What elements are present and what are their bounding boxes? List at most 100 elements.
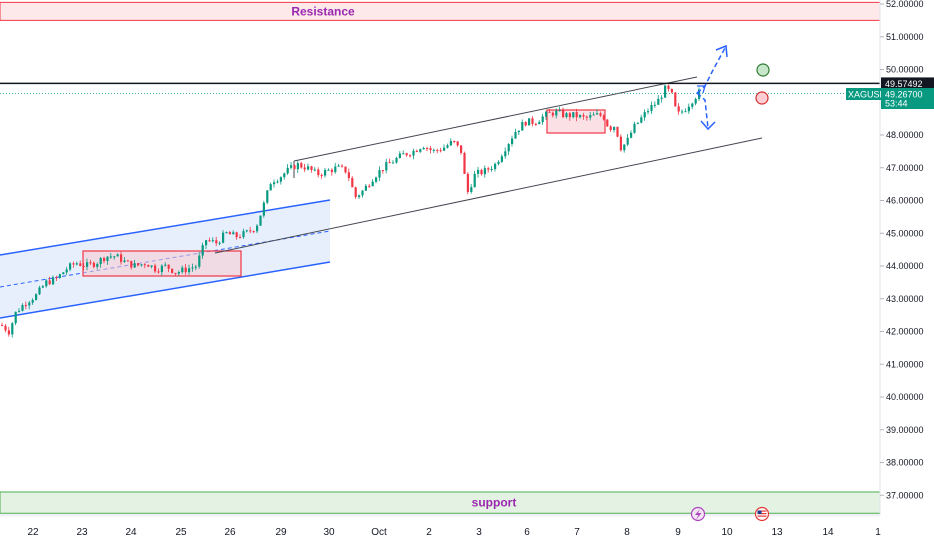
candle-body xyxy=(592,114,595,116)
candle-body xyxy=(337,165,340,167)
time-tick-label: 22 xyxy=(27,527,39,538)
price-axis[interactable]: 52.00000 51.00000 50.00000 48.00000 47.00000… xyxy=(880,0,924,500)
candle-body xyxy=(58,274,61,278)
candle-body xyxy=(534,123,537,125)
candle-body xyxy=(647,111,650,113)
candle-body xyxy=(1,324,4,326)
candle-body xyxy=(691,103,694,107)
time-axis[interactable]: 22 23 24 25 26 29 30 Oct 2 3 6 7 8 9 10 13 14 1 xyxy=(27,527,881,538)
candle-body xyxy=(324,169,327,176)
time-tick-label: 7 xyxy=(574,527,580,538)
candle-body xyxy=(490,169,493,171)
candle-body xyxy=(640,117,643,123)
candle-body xyxy=(409,155,412,157)
price-tick-label: 47.00000 xyxy=(886,163,924,173)
candle-body xyxy=(177,272,180,274)
candle-body xyxy=(256,225,259,232)
bar-countdown: 53:44 xyxy=(885,99,908,109)
bullish-arrow xyxy=(696,47,726,94)
candle-body xyxy=(259,215,262,226)
price-tick-label: 50.00000 xyxy=(886,65,924,75)
candle-body xyxy=(48,280,51,285)
candle-body xyxy=(568,113,571,118)
candle-body xyxy=(215,240,218,244)
candle-body xyxy=(402,153,405,155)
time-tick-label: 23 xyxy=(76,527,88,538)
candle-body xyxy=(242,231,245,238)
candle-body xyxy=(296,163,299,170)
candle-body xyxy=(548,111,551,113)
candle-body xyxy=(674,92,677,107)
candle-body xyxy=(211,240,214,242)
candle-body xyxy=(99,258,102,264)
candle-body xyxy=(517,130,520,133)
candle-body xyxy=(188,268,191,273)
blue-channel-upper xyxy=(0,199,331,256)
candle-body xyxy=(681,111,684,113)
support-zone xyxy=(0,491,881,514)
candle-body xyxy=(225,232,228,234)
candle-body xyxy=(273,182,276,185)
candle-body xyxy=(266,190,269,203)
key-level-tag xyxy=(881,77,934,90)
candle-body xyxy=(558,110,561,112)
time-tick-label: 8 xyxy=(624,527,630,538)
candles-group xyxy=(1,84,701,338)
candle-body xyxy=(143,264,146,266)
candle-body xyxy=(24,305,27,307)
candle-body xyxy=(460,145,463,153)
candle-body xyxy=(643,112,646,118)
candle-body xyxy=(660,97,663,99)
candle-body xyxy=(55,277,58,279)
candle-body xyxy=(320,175,323,177)
time-tick-label: 1 xyxy=(875,527,881,538)
candle-body xyxy=(245,230,248,232)
price-tick-label: 48.00000 xyxy=(886,130,924,140)
candle-body xyxy=(113,256,116,258)
candle-body xyxy=(555,110,558,116)
bearish-arrow xyxy=(696,92,709,129)
time-tick-label: 25 xyxy=(175,527,187,538)
candle-body xyxy=(541,116,544,123)
small-arrow-head xyxy=(697,85,706,94)
candle-body xyxy=(453,140,456,142)
last-price-tag xyxy=(881,88,934,109)
candle-body xyxy=(684,111,687,113)
candle-body xyxy=(388,162,391,164)
candle-body xyxy=(487,168,490,170)
candle-body xyxy=(653,104,656,106)
candle-body xyxy=(130,260,133,268)
candle-body xyxy=(371,181,374,187)
candle-body xyxy=(500,156,503,162)
price-tick-label: 37.00000 xyxy=(886,490,924,500)
candle-body xyxy=(198,255,201,267)
candle-body xyxy=(103,258,106,262)
candle-body xyxy=(35,294,38,300)
price-tick-label: 43.00000 xyxy=(886,294,924,304)
candle-body xyxy=(18,310,21,312)
bullish-arrow-head xyxy=(715,44,728,58)
last-price-value: 49.26700 xyxy=(885,90,923,100)
candle-body xyxy=(218,242,221,244)
candle-body xyxy=(269,184,272,191)
candle-body xyxy=(392,162,395,164)
candle-body xyxy=(86,262,89,267)
candle-body xyxy=(201,245,204,256)
candle-body xyxy=(398,153,401,159)
candle-body xyxy=(38,287,41,295)
candle-body xyxy=(279,177,282,182)
candle-body xyxy=(283,173,286,178)
candle-body xyxy=(432,149,435,151)
candle-body xyxy=(69,263,72,270)
candle-body xyxy=(677,106,680,112)
candle-body xyxy=(290,165,293,168)
candle-body xyxy=(511,138,514,145)
candle-body xyxy=(41,286,44,288)
key-level-value: 49.57492 xyxy=(885,79,923,89)
candle-body xyxy=(436,149,439,151)
candle-body xyxy=(14,311,17,324)
price-tick-label: 51.00000 xyxy=(886,32,924,42)
candle-body xyxy=(575,112,578,118)
candle-body xyxy=(75,263,78,265)
